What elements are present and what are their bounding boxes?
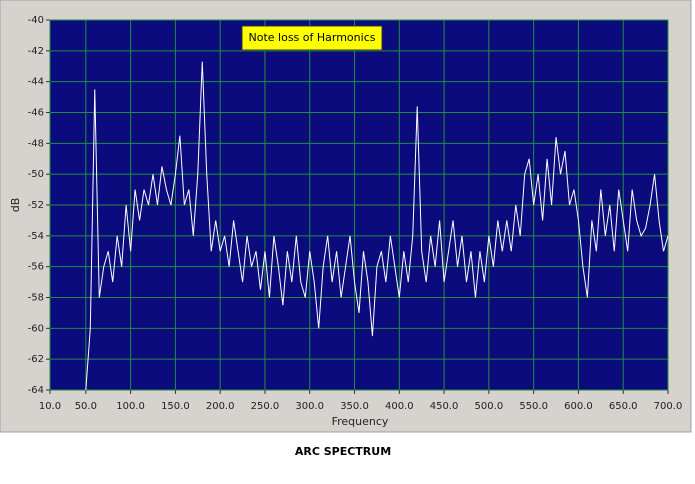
x-tick-label: 10.0 — [39, 401, 61, 412]
y-tick-label: -60 — [28, 323, 44, 334]
x-tick-label: 250.0 — [251, 401, 280, 412]
x-tick-label: 550.0 — [519, 401, 548, 412]
spectrum-line — [85, 61, 669, 391]
y-tick-label: -44 — [28, 77, 44, 88]
x-tick-label: 650.0 — [609, 401, 638, 412]
x-axis-label: Frequency — [332, 415, 389, 428]
x-tick-label: 300.0 — [295, 401, 324, 412]
x-tick-label: 700.0 — [654, 401, 683, 412]
x-tick-label: 600.0 — [564, 401, 593, 412]
y-tick-label: -56 — [28, 262, 44, 273]
y-tick-label: -48 — [28, 138, 44, 149]
y-axis-label: dB — [9, 198, 22, 213]
caption: ARC SPECTRUM — [295, 445, 391, 458]
y-tick-label: -50 — [28, 169, 44, 180]
x-tick-label: 150.0 — [161, 401, 190, 412]
x-tick-label: 400.0 — [385, 401, 414, 412]
x-tick-label: 200.0 — [206, 401, 235, 412]
x-tick-label: 350.0 — [340, 401, 369, 412]
y-tick-label: -40 — [28, 15, 44, 26]
x-tick-label: 450.0 — [430, 401, 459, 412]
annotation-box — [241, 25, 383, 51]
x-tick-label: 50.0 — [75, 401, 97, 412]
annotation: Note loss of Harmonics — [249, 31, 376, 44]
x-tick-label: 100.0 — [116, 401, 145, 412]
y-tick-label: -46 — [28, 108, 44, 119]
y-tick-label: -52 — [28, 200, 44, 211]
y-tick-label: -64 — [28, 385, 44, 396]
x-tick-label: 500.0 — [475, 401, 504, 412]
y-tick-label: -62 — [28, 354, 44, 365]
y-tick-label: -54 — [28, 231, 44, 242]
y-tick-label: -42 — [28, 46, 44, 57]
y-tick-label: -58 — [28, 293, 44, 304]
